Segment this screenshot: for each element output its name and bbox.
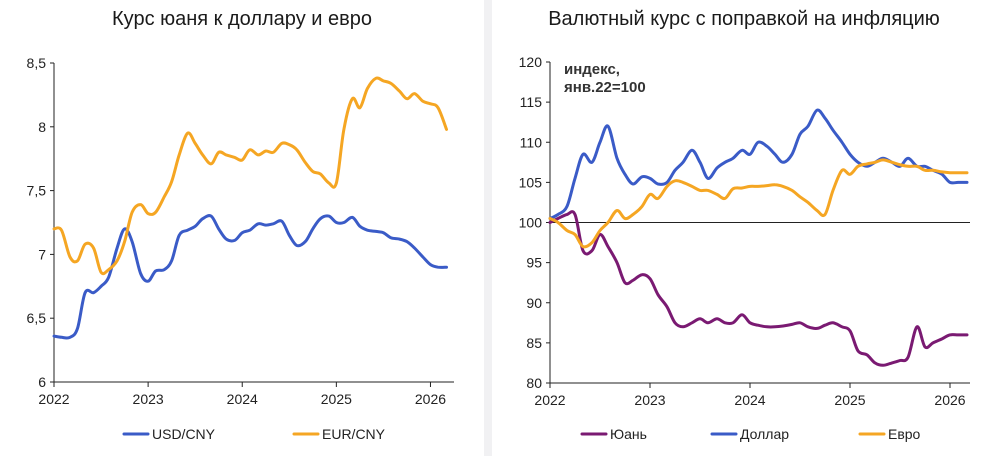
right-x-tick-label: 2026 (934, 392, 965, 408)
left-chart-title: Курс юаня к доллару и евро (112, 8, 372, 30)
left-chart-panel: Курс юаня к доллару и евро 6 6,5 7 7,5 8 8,5 2… (0, 0, 484, 456)
right-series-line-cny (548, 210, 969, 367)
left-y-tick-label: 6,5 (27, 310, 47, 326)
right-legend-label-cny: Юань (610, 426, 647, 442)
right-chart-svg: 80 85 90 95 100 105 110 115 120 2022 2023 2024 2025 2… (519, 54, 970, 442)
right-x-tick-label: 2024 (734, 392, 765, 408)
right-y-tick-label: 110 (520, 134, 543, 150)
right-chart-panel: Валютный курс с поправкой на инфляцию 80… (492, 0, 996, 456)
right-legend-label-eur: Евро (888, 426, 921, 442)
right-y-tick-label: 120 (519, 54, 543, 70)
left-x-tick-label: 2025 (321, 391, 352, 407)
left-chart-svg: 6 6,5 7 7,5 8 8,5 2022 2023 2024 2025 2026 USD/CNY E… (27, 55, 454, 442)
left-legend-label-eur: EUR/CNY (322, 426, 386, 442)
right-y-tick-label: 105 (519, 174, 543, 190)
left-x-tick-label: 2024 (227, 391, 258, 407)
right-series-line-usd (548, 108, 969, 220)
right-legend-label-usd: Доллар (740, 426, 789, 442)
right-y-tick-label: 115 (520, 94, 543, 110)
left-legend-label-usd: USD/CNY (152, 426, 216, 442)
left-x-tick-label: 2022 (38, 391, 69, 407)
left-y-tick-label: 7 (38, 246, 46, 262)
right-annotation: индекс, (564, 61, 620, 78)
left-y-tick-label: 8,5 (27, 55, 47, 71)
left-series-line-usd (52, 214, 448, 340)
right-y-tick-label: 100 (519, 215, 543, 231)
left-y-tick-label: 6 (38, 374, 46, 390)
right-series-line-eur (548, 158, 969, 249)
right-y-tick-label: 90 (526, 295, 542, 311)
left-series-line-eur (52, 76, 448, 276)
left-x-tick-label: 2023 (133, 391, 164, 407)
right-x-tick-label: 2022 (534, 392, 565, 408)
right-x-tick-label: 2025 (834, 392, 865, 408)
right-y-tick-label: 80 (526, 375, 542, 391)
left-x-tick-label: 2026 (415, 391, 446, 407)
right-y-tick-label: 95 (526, 255, 542, 271)
right-chart-title: Валютный курс с поправкой на инфляцию (548, 8, 940, 30)
right-x-tick-label: 2023 (634, 392, 665, 408)
right-annotation: янв.22=100 (564, 79, 646, 96)
left-y-tick-label: 7,5 (27, 183, 47, 199)
left-y-tick-label: 8 (38, 119, 46, 135)
right-y-tick-label: 85 (526, 335, 542, 351)
